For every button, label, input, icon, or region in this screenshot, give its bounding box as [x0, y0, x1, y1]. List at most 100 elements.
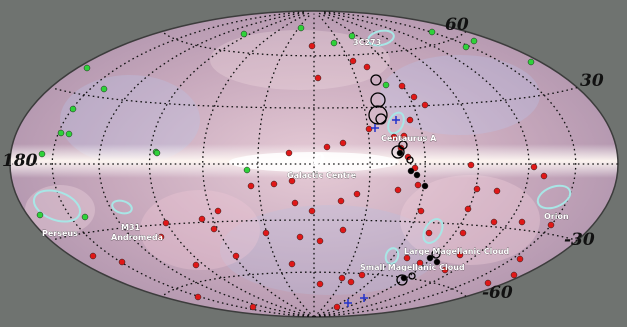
green-source-dot [69, 105, 77, 113]
black-ring-marker [368, 105, 388, 125]
red-source-dot [308, 42, 316, 50]
red-source-dot [308, 207, 316, 215]
green-source-dot [330, 39, 338, 47]
label-3c273: 3C273 [353, 38, 381, 47]
red-source-dot [288, 260, 296, 268]
label-centaurus-a: Centaurus A [381, 134, 437, 143]
label-lmc: Large Magellanic Cloud [404, 247, 510, 256]
black-ring-marker [375, 113, 387, 125]
red-source-dot [403, 254, 411, 262]
label-perseus: Perseus [42, 229, 78, 238]
red-source-dot [316, 280, 324, 288]
red-source-dot [459, 229, 467, 237]
red-source-dot [390, 133, 398, 141]
red-source-dot [349, 57, 357, 65]
source-markers [36, 24, 555, 311]
green-source-dot [36, 211, 44, 219]
red-source-dot [118, 258, 126, 266]
red-source-dot [365, 125, 373, 133]
red-source-dot [510, 271, 518, 279]
label-lat-60-top: 60 [445, 15, 469, 35]
red-source-dot [398, 82, 406, 90]
region-smc [384, 247, 400, 265]
green-source-dot [100, 85, 108, 93]
red-source-dot [516, 255, 524, 263]
black-source-dot [396, 149, 404, 157]
region-m31 [111, 199, 133, 215]
green-source-dot [240, 30, 248, 38]
black-source-dot [433, 258, 441, 266]
blue-cross-marker [371, 124, 379, 132]
green-source-dot [527, 58, 535, 66]
red-source-dot [456, 251, 464, 259]
red-source-dot [358, 271, 366, 279]
region-3c273 [367, 29, 395, 47]
black-source-dot [400, 274, 408, 282]
black-source-dot [426, 254, 434, 262]
red-source-dot [339, 226, 347, 234]
label-lat-neg30-right: -30 [564, 230, 595, 250]
black-source-dot [413, 171, 421, 179]
red-source-dot [285, 149, 293, 157]
red-source-dot [314, 74, 322, 82]
label-lat-neg60-bottom: -60 [482, 283, 513, 303]
sky-outline [9, 10, 619, 318]
red-source-dot [473, 185, 481, 193]
black-ring-marker [396, 274, 408, 286]
black-ring-marker [406, 156, 414, 164]
source-labels: 3C273 Centaurus A Galactic Centre Perseu… [42, 38, 569, 272]
red-source-dot [406, 116, 414, 124]
red-source-dot [414, 181, 422, 189]
label-orion: Orion [544, 212, 569, 221]
meridian-line [51, 11, 314, 317]
meridian-line [314, 11, 577, 317]
black-source-dot [407, 167, 415, 175]
green-source-dot [428, 28, 436, 36]
green-source-dot [153, 149, 161, 157]
black-ring-marker [431, 249, 441, 259]
coordinate-grid [12, 11, 618, 317]
black-ring-marker [391, 145, 405, 159]
red-source-dot [400, 132, 408, 140]
red-source-dot [339, 139, 347, 147]
red-source-dot [296, 233, 304, 241]
red-source-dot [425, 229, 433, 237]
red-source-dot [394, 186, 402, 194]
red-source-dot [467, 161, 475, 169]
red-source-dot [547, 221, 555, 229]
green-source-dot [65, 130, 73, 138]
black-ring-marker [398, 140, 408, 150]
red-source-dot [214, 207, 222, 215]
label-smc: Small Magellanic Cloud [360, 263, 465, 272]
red-source-dot [157, 233, 165, 241]
red-source-dot [493, 187, 501, 195]
red-source-dot [162, 219, 170, 227]
label-m31: M31 [121, 223, 141, 232]
red-source-dot [347, 278, 355, 286]
red-source-dot [333, 303, 341, 311]
red-source-dot [291, 199, 299, 207]
label-lon-180: 180 [2, 151, 38, 171]
region-orion [536, 184, 572, 210]
region-lmc [422, 218, 444, 244]
parallel-line [162, 31, 467, 57]
blue-cross-marker [360, 294, 368, 302]
region-centaurus-a [387, 111, 405, 135]
red-source-dot [249, 303, 257, 311]
red-source-dot [323, 143, 331, 151]
red-source-dot [232, 252, 240, 260]
red-source-dot [210, 225, 218, 233]
black-ring-marker [408, 272, 416, 280]
red-source-dot [353, 190, 361, 198]
red-source-dot [363, 63, 371, 71]
green-source-dot [382, 81, 390, 89]
green-source-dot [243, 166, 251, 174]
red-source-dot [338, 274, 346, 282]
red-source-dot [270, 180, 278, 188]
black-ring-marker [370, 74, 382, 86]
red-source-dot [421, 101, 429, 109]
red-source-dot [417, 207, 425, 215]
region-outlines [32, 29, 572, 265]
black-ring-marker [370, 92, 386, 108]
